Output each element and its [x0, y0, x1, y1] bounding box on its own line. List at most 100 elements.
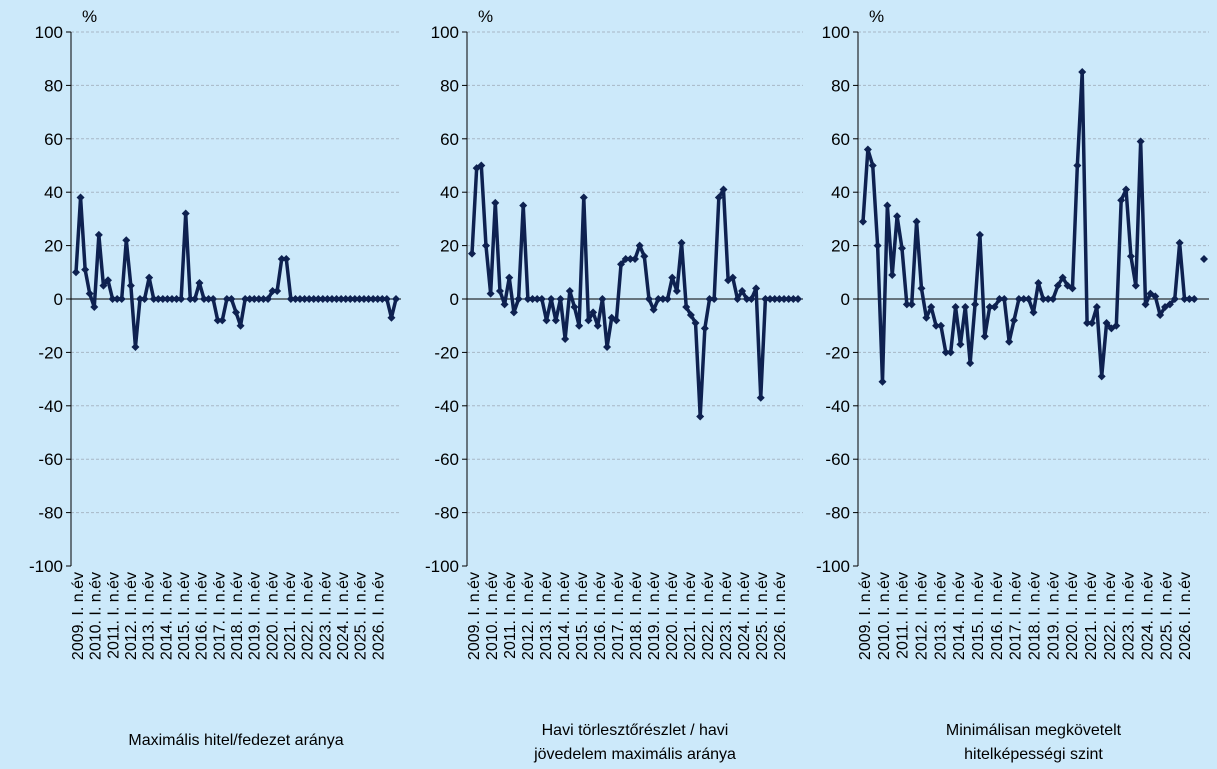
data-point — [140, 295, 149, 303]
data-point — [1131, 281, 1140, 290]
data-point — [770, 295, 779, 303]
data-point — [500, 300, 509, 309]
x-tick-label: 2012. I. n.év — [914, 572, 931, 660]
data-point — [227, 295, 236, 303]
chart-caption: Minimálisan megkövetelt — [946, 722, 1122, 739]
data-point — [514, 295, 523, 303]
x-tick-label: 2024. I. n.év — [1140, 572, 1157, 660]
data-point — [341, 295, 350, 303]
y-tick-label: -100 — [29, 557, 63, 576]
data-point — [355, 295, 364, 303]
x-tick-label: 2023. I. n.év — [317, 572, 334, 660]
chart-panel-1: 100 80 60 40 20 0 -20 -40 -60 -80 -100% 2009. I. n.… — [29, 7, 401, 749]
data-point — [1014, 295, 1023, 303]
y-tick-label: 80 — [440, 76, 459, 95]
y-tick-label: 60 — [831, 130, 850, 149]
data-point — [245, 295, 254, 303]
y-tick-label: -40 — [825, 397, 850, 416]
data-point — [154, 295, 163, 303]
data-point — [1039, 295, 1048, 303]
data-point — [747, 295, 756, 303]
x-tick-label: 2009. I. n.év — [466, 572, 483, 660]
data-point — [1024, 295, 1033, 303]
data-point — [509, 308, 518, 317]
x-tick-label: 2016. I. n.év — [194, 572, 211, 660]
data-point — [551, 316, 560, 325]
data-point — [145, 273, 154, 282]
data-point — [104, 276, 112, 285]
data-point — [677, 238, 686, 247]
data-point — [1029, 308, 1038, 317]
data-point — [1102, 319, 1111, 328]
data-point — [593, 321, 602, 330]
data-point — [158, 295, 167, 303]
x-tick-label: 2009. I. n.év — [857, 572, 874, 660]
y-tick-label: -20 — [38, 343, 63, 362]
data-point — [1151, 292, 1160, 301]
y-tick-label: -80 — [434, 504, 459, 523]
y-tick-label: 40 — [44, 183, 63, 202]
series-line — [470, 163, 798, 419]
data-point — [975, 230, 984, 239]
data-point — [710, 295, 719, 303]
y-tick-label: -20 — [825, 343, 850, 362]
x-tick-label: 2021. I. n.év — [282, 572, 299, 660]
data-point — [561, 335, 570, 344]
x-tick-label: 2021. I. n.év — [682, 572, 699, 660]
chart-caption: Maximális hitel/fedezet aránya — [128, 732, 343, 749]
y-tick-label: 0 — [54, 290, 63, 309]
data-point — [691, 319, 700, 328]
data-point — [668, 273, 677, 282]
data-point — [719, 185, 728, 194]
chart-caption: jövedelem maximális aránya — [533, 746, 736, 763]
data-point — [491, 198, 500, 207]
data-point — [282, 254, 291, 263]
x-tick-label: 2015. I. n.év — [176, 572, 193, 660]
data-point — [584, 316, 593, 325]
x-tick-label: 2017. I. n.év — [610, 572, 627, 660]
data-point — [264, 295, 272, 303]
data-point — [542, 316, 551, 325]
x-tick-label: 2013. I. n.év — [538, 572, 555, 660]
data-point — [1097, 372, 1106, 381]
data-point — [523, 295, 532, 303]
x-tick-label: 2025. I. n.év — [754, 572, 771, 660]
data-point — [696, 412, 705, 421]
x-tick-label: 2025. I. n.év — [1158, 572, 1175, 660]
data-point — [81, 265, 90, 274]
data-point — [1126, 252, 1135, 261]
x-tick-label: 2025. I. n.év — [353, 572, 370, 660]
y-tick-label: 40 — [831, 183, 850, 202]
x-tick-label: 2010. I. n.év — [484, 572, 501, 660]
data-point — [99, 281, 108, 290]
data-point — [209, 295, 218, 303]
x-tick-label: 2011. I. n.év — [105, 572, 122, 659]
data-point — [888, 270, 897, 279]
data-point — [1092, 303, 1101, 312]
y-tick-label: -60 — [434, 450, 459, 469]
data-point — [477, 161, 486, 170]
data-point — [1112, 321, 1121, 330]
data-point — [254, 295, 263, 303]
data-point — [250, 295, 259, 303]
y-tick-label: 100 — [822, 23, 850, 42]
data-point — [946, 348, 955, 357]
data-point — [168, 295, 176, 303]
data-point — [1117, 196, 1126, 205]
x-tick-label: 2010. I. n.év — [876, 572, 893, 660]
data-point — [893, 212, 902, 221]
data-point — [617, 260, 626, 269]
data-point — [1005, 337, 1014, 346]
data-point — [286, 295, 295, 303]
data-point — [360, 295, 368, 303]
data-point — [1010, 316, 1019, 325]
data-point — [705, 295, 714, 303]
data-point — [570, 303, 579, 312]
chart-panel-3: 100 80 60 40 20 0 -20 -40 -60 -80 -100% 2009. I. n.… — [816, 7, 1209, 763]
data-point — [305, 295, 314, 303]
x-tick-label: 2024. I. n.év — [736, 572, 753, 660]
x-tick-label: 2012. I. n.év — [123, 572, 140, 660]
chart-panel-2: 100 80 60 40 20 0 -20 -40 -60 -80 -100% 2009. I. n.… — [425, 7, 803, 763]
data-point — [936, 321, 945, 330]
y-tick-label: 20 — [440, 237, 459, 256]
